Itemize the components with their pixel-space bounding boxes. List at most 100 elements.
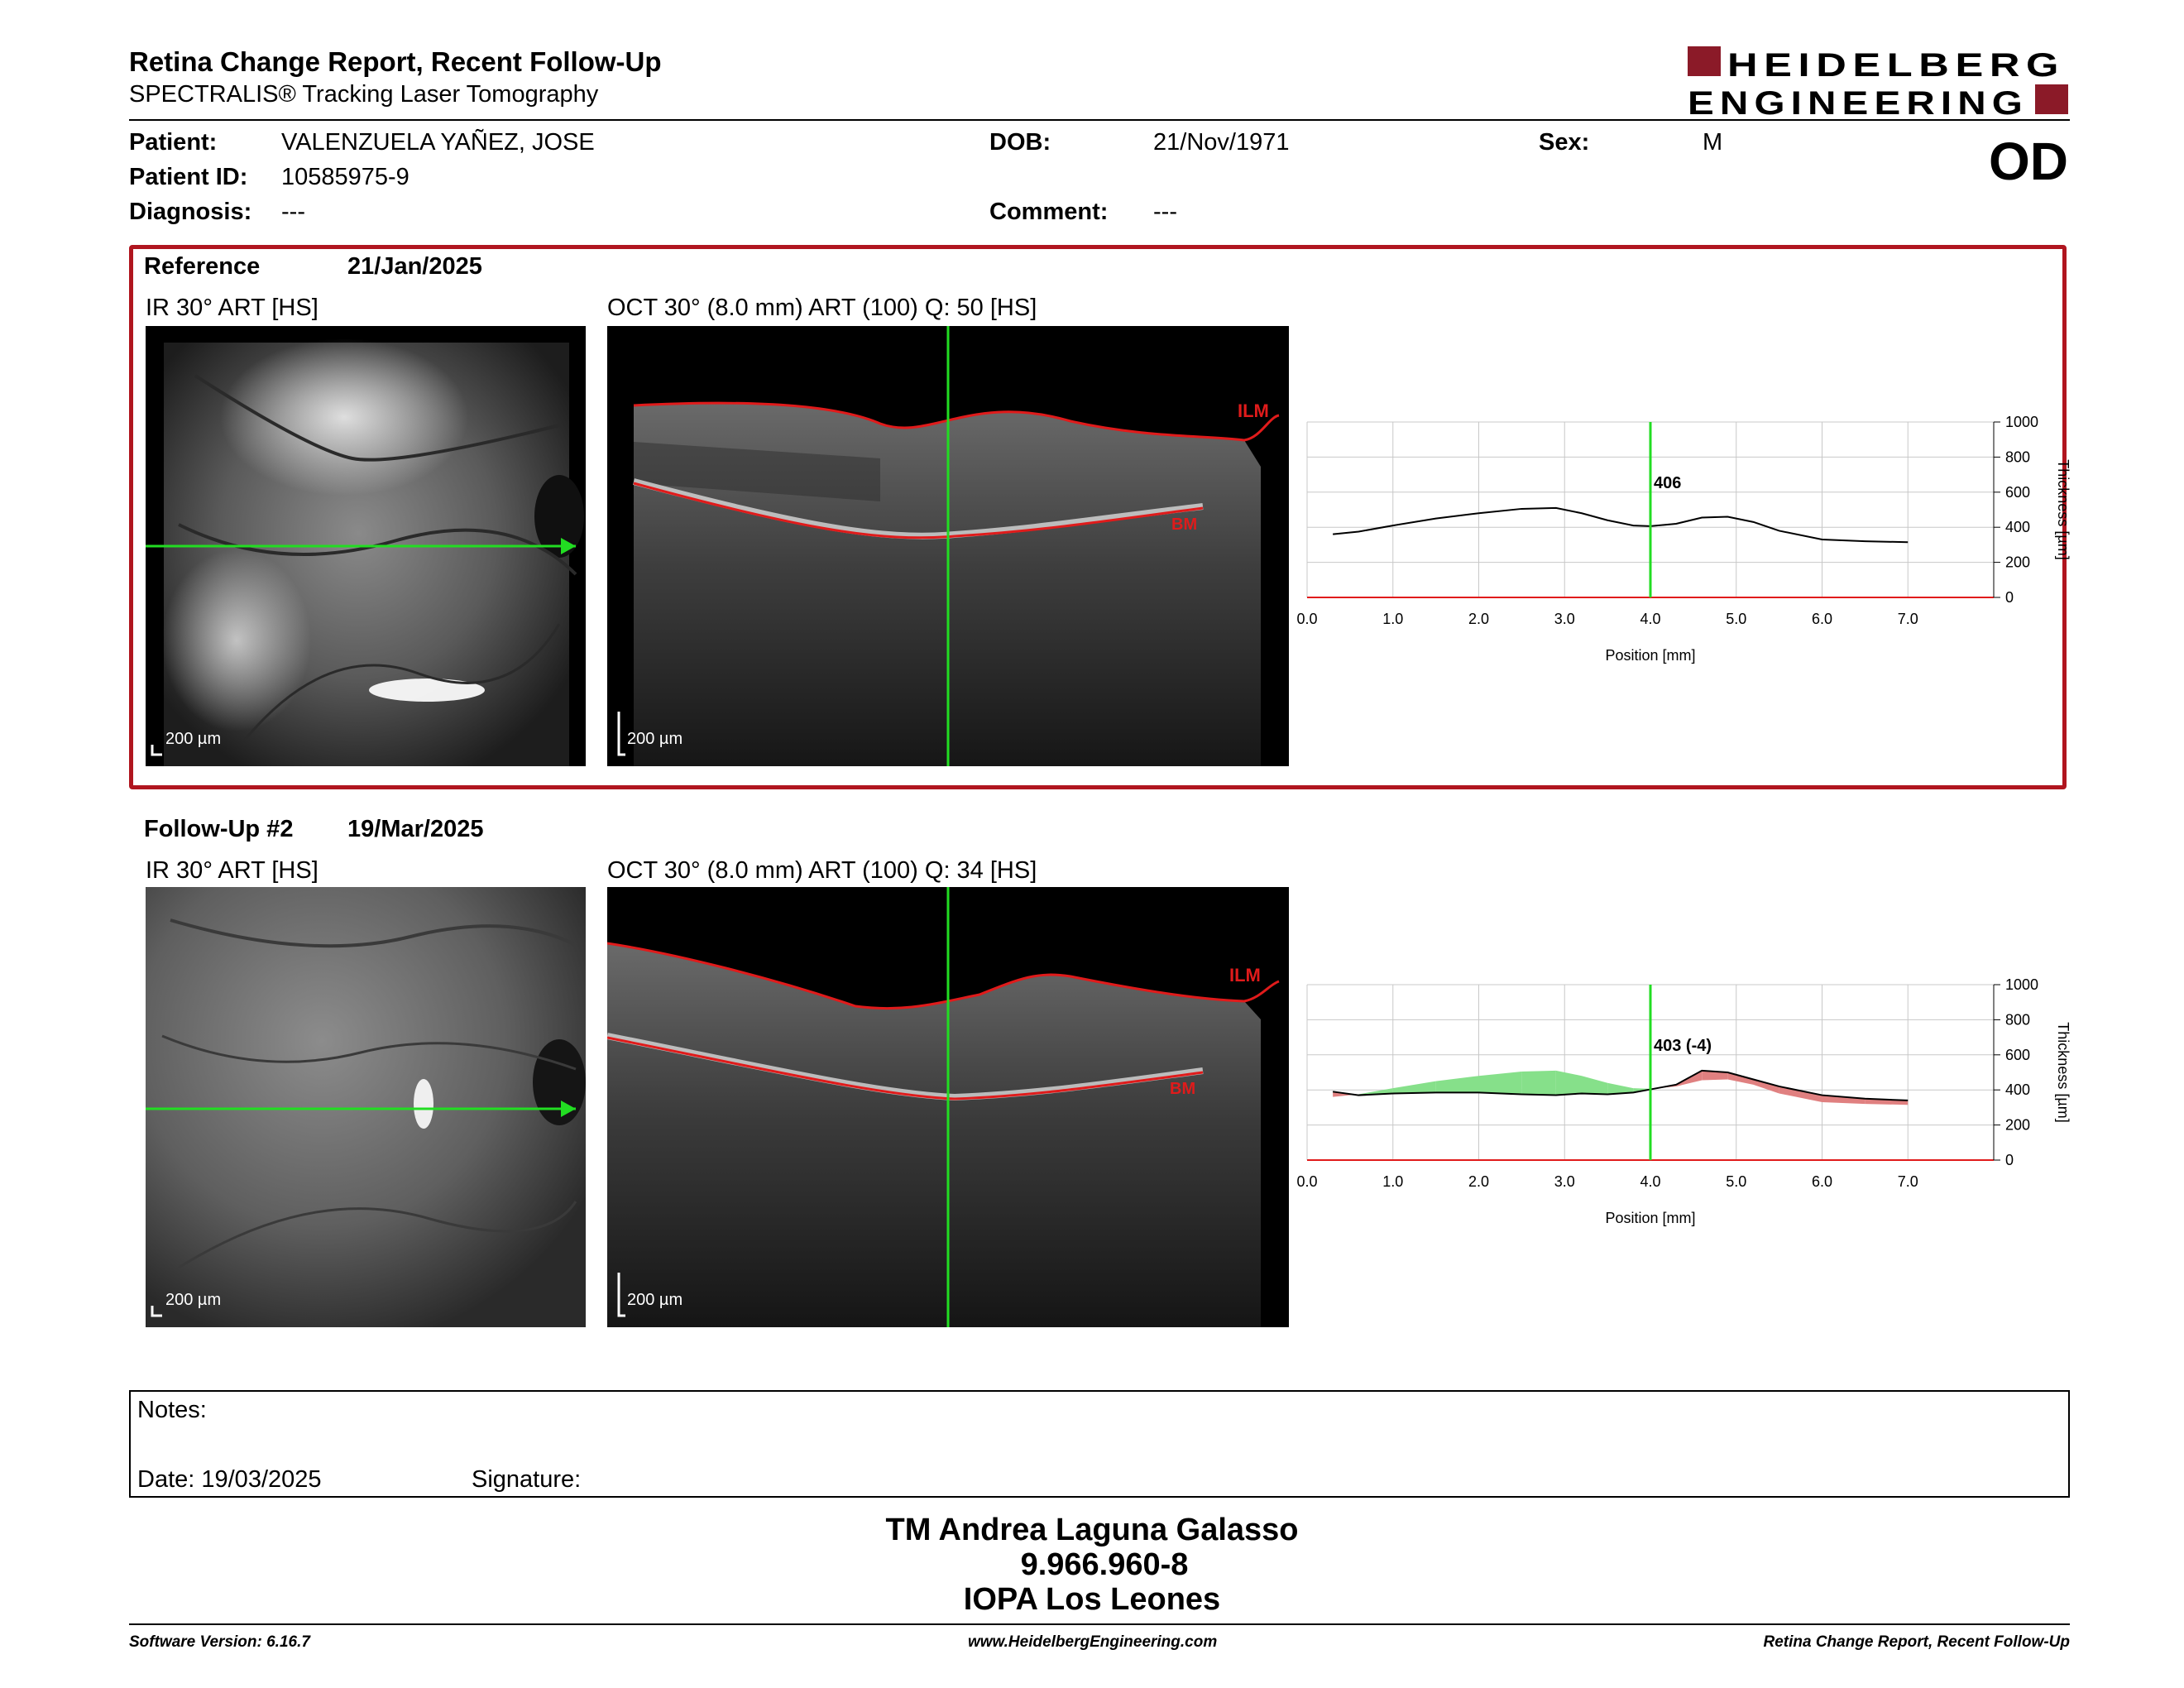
y-tick-label: 1000: [2005, 414, 2038, 430]
x-tick-label: 0.0: [1296, 1173, 1317, 1190]
patient-id: 10585975-9: [281, 164, 410, 190]
y-tick-label: 0: [2005, 1152, 2014, 1168]
x-tick-label: 3.0: [1554, 611, 1575, 627]
reference-bm-label: BM: [1171, 516, 1197, 534]
footer-divider: [129, 1623, 2070, 1625]
followup-date: 19/Mar/2025: [347, 816, 484, 842]
patient-label: Patient:: [129, 129, 218, 156]
footer-report-name: Retina Change Report, Recent Follow-Up: [1763, 1633, 2070, 1651]
eye-label: OD: [1989, 132, 2068, 191]
reference-date: 21/Jan/2025: [347, 253, 482, 280]
followup-thickness-chart: 0.0 1.0 2.0 3.0 4.0 5.0 6.0 7.0 0 200 400 600 800 100…: [1291, 971, 2085, 1244]
followup-ir-image: 200 µm: [146, 887, 586, 1327]
notes-date: Date: 19/03/2025: [137, 1466, 322, 1493]
header-divider: [129, 119, 2070, 121]
cursor-value-label: 406: [1654, 474, 1681, 492]
x-axis-label: Position [mm]: [1605, 647, 1695, 664]
reference-ir-image: 200 µm: [146, 326, 586, 766]
followup-bm-label: BM: [1170, 1080, 1195, 1098]
thinning-area: [1555, 1070, 1582, 1096]
comment-value: ---: [1153, 199, 1177, 225]
x-tick-label: 1.0: [1382, 611, 1403, 627]
followup-oct-caption: OCT 30° (8.0 mm) ART (100) Q: 34 [HS]: [607, 857, 1037, 884]
dob-label: DOB:: [989, 129, 1051, 156]
followup-thickness-line: [1332, 1069, 1909, 1101]
reference-oct-caption: OCT 30° (8.0 mm) ART (100) Q: 50 [HS]: [607, 295, 1037, 321]
followup-ir-caption: IR 30° ART [HS]: [146, 857, 318, 884]
software-version: Software Version: 6.16.7: [129, 1633, 310, 1651]
diagnosis-value: ---: [281, 199, 305, 225]
y-axis-label: Thickness [µm]: [2055, 1022, 2071, 1122]
followup-thickness-svg: 0.0 1.0 2.0 3.0 4.0 5.0 6.0 7.0 0 200 400 600 800 100…: [1296, 976, 2071, 1226]
y-tick-label: 800: [2005, 448, 2030, 465]
reference-oct-scale: 200 µm: [627, 730, 683, 748]
y-tick-label: 600: [2005, 484, 2030, 501]
reference-label: Reference: [144, 253, 261, 280]
heidelberg-logo: HEIDELBERG ENGINEERING: [1688, 45, 2068, 122]
x-tick-label: 6.0: [1812, 611, 1832, 627]
reference-ir-scale: 200 µm: [165, 730, 222, 748]
x-tick-label: 7.0: [1898, 611, 1918, 627]
svg-text:ENGINEERING: ENGINEERING: [1688, 85, 2028, 117]
report-title: Retina Change Report, Recent Follow-Up: [129, 46, 662, 77]
signer-name: TM Andrea Laguna Galasso: [885, 1513, 1299, 1547]
footer-url[interactable]: www.HeidelbergEngineering.com: [968, 1633, 1218, 1651]
reference-thickness-chart: 0.0 1.0 2.0 3.0 4.0 5.0 6.0 7.0 0 200 400 600 800 100…: [1291, 409, 2085, 682]
x-axis-label: Position [mm]: [1605, 1210, 1695, 1226]
thickening-area: [1779, 1086, 1822, 1103]
x-tick-label: 1.0: [1382, 1173, 1403, 1190]
followup-oct-image: ILM BM 200 µm: [607, 887, 1289, 1327]
y-tick-label: 0: [2005, 589, 2014, 606]
report-subtitle: SPECTRALIS® Tracking Laser Tomography: [129, 81, 599, 108]
thinning-area: [1435, 1076, 1479, 1093]
reference-ir-caption: IR 30° ART [HS]: [146, 295, 318, 321]
thinning-area: [1582, 1076, 1608, 1095]
x-tick-label: 2.0: [1468, 1173, 1489, 1190]
y-tick-label: 400: [2005, 1081, 2030, 1098]
x-tick-label: 7.0: [1898, 1173, 1918, 1190]
x-tick-label: 2.0: [1468, 611, 1489, 627]
reference-oct-image: ILM BM 200 µm: [607, 326, 1289, 766]
dob-value: 21/Nov/1971: [1153, 129, 1290, 156]
x-tick-label: 6.0: [1812, 1173, 1832, 1190]
y-axis-label: Thickness [µm]: [2055, 459, 2071, 559]
y-tick-label: 200: [2005, 1117, 2030, 1134]
y-tick-label: 200: [2005, 554, 2030, 571]
y-tick-label: 600: [2005, 1047, 2030, 1063]
x-tick-label: 3.0: [1554, 1173, 1575, 1190]
thickening-area: [1753, 1079, 1779, 1094]
thinning-area: [1607, 1082, 1634, 1095]
followup-label: Follow-Up #2: [144, 816, 294, 842]
thinning-area: [1392, 1081, 1436, 1094]
thickening-area: [1822, 1095, 1866, 1105]
thickening-area: [1727, 1072, 1754, 1085]
notes-box: Notes: Date: 19/03/2025 Signature:: [129, 1390, 2070, 1498]
thinning-area: [1478, 1071, 1522, 1095]
patient-name: VALENZUELA YAÑEZ, JOSE: [281, 129, 595, 156]
x-tick-label: 5.0: [1726, 611, 1746, 627]
reference-thickness-svg: 0.0 1.0 2.0 3.0 4.0 5.0 6.0 7.0 0 200 400 600 800 100…: [1296, 414, 2071, 664]
patient-id-label: Patient ID:: [129, 164, 248, 190]
followup-oct-scale: 200 µm: [627, 1291, 683, 1309]
sex-value: M: [1703, 129, 1723, 156]
thickening-area: [1702, 1070, 1728, 1081]
diagnosis-label: Diagnosis:: [129, 199, 252, 225]
y-tick-label: 800: [2005, 1011, 2030, 1028]
followup-ir-scale: 200 µm: [165, 1291, 222, 1309]
cursor-value-label: 403 (-4): [1654, 1037, 1712, 1055]
y-tick-label: 1000: [2005, 976, 2038, 993]
reference-frame: [129, 245, 2067, 789]
svg-text:HEIDELBERG: HEIDELBERG: [1727, 47, 2065, 84]
signature-label: Signature:: [472, 1466, 582, 1493]
x-tick-label: 0.0: [1296, 611, 1317, 627]
x-tick-label: 4.0: [1640, 1173, 1660, 1190]
sex-label: Sex:: [1539, 129, 1590, 156]
y-tick-label: 400: [2005, 519, 2030, 535]
notes-label: Notes:: [137, 1397, 207, 1423]
x-tick-label: 4.0: [1640, 611, 1660, 627]
thinning-area: [1521, 1070, 1556, 1096]
x-tick-label: 5.0: [1726, 1173, 1746, 1190]
signer-institution: IOPA Los Leones: [963, 1582, 1221, 1617]
signer-rut: 9.966.960-8: [1020, 1547, 1189, 1582]
reference-thickness-line: [1333, 506, 1909, 544]
